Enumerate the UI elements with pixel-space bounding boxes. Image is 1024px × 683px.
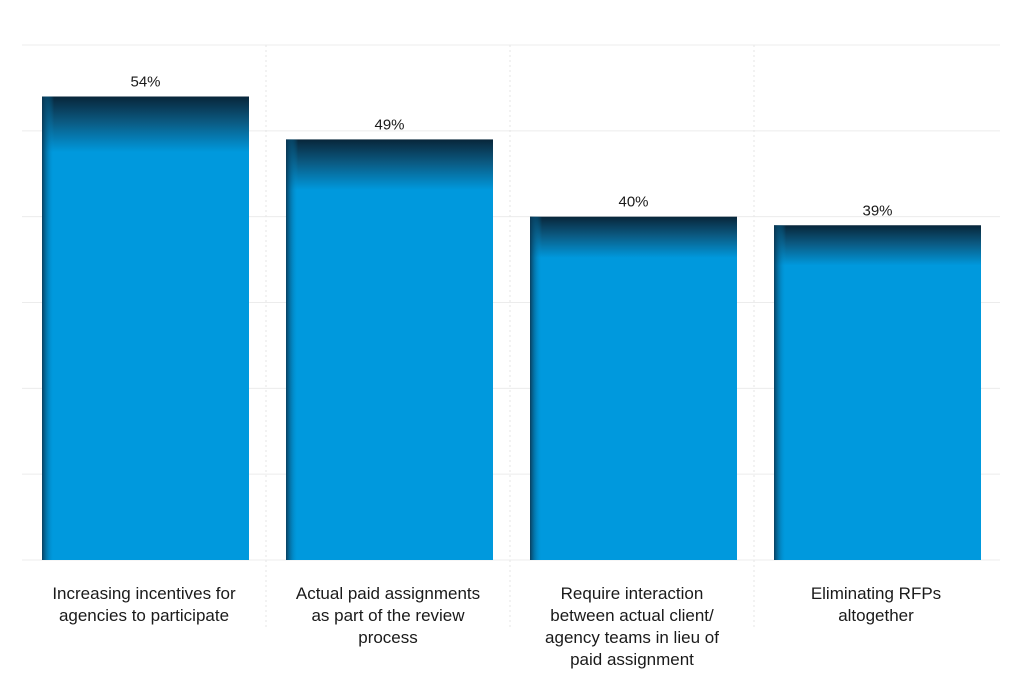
bar-edge-shade (42, 96, 54, 560)
data-label: 40% (618, 194, 648, 211)
bar (42, 96, 249, 560)
bar-edge-shade (774, 225, 786, 560)
data-labels: 54% 49% 40% 39% (130, 74, 892, 220)
category-label: Actual paid assignments as part of the r… (295, 584, 481, 647)
category-label: Require interaction between actual clien… (545, 584, 719, 669)
bar (774, 225, 981, 560)
bars (42, 96, 981, 560)
category-label: Eliminating RFPs altogether (810, 584, 942, 625)
data-label: 54% (130, 74, 160, 91)
bar (530, 216, 737, 560)
bar-edge-shade (530, 216, 542, 560)
data-label: 39% (862, 202, 892, 219)
bar-edge-shade (286, 139, 298, 560)
data-label: 49% (374, 116, 404, 133)
bar (286, 139, 493, 560)
category-label: Increasing incentives for agencies to pa… (52, 584, 236, 625)
